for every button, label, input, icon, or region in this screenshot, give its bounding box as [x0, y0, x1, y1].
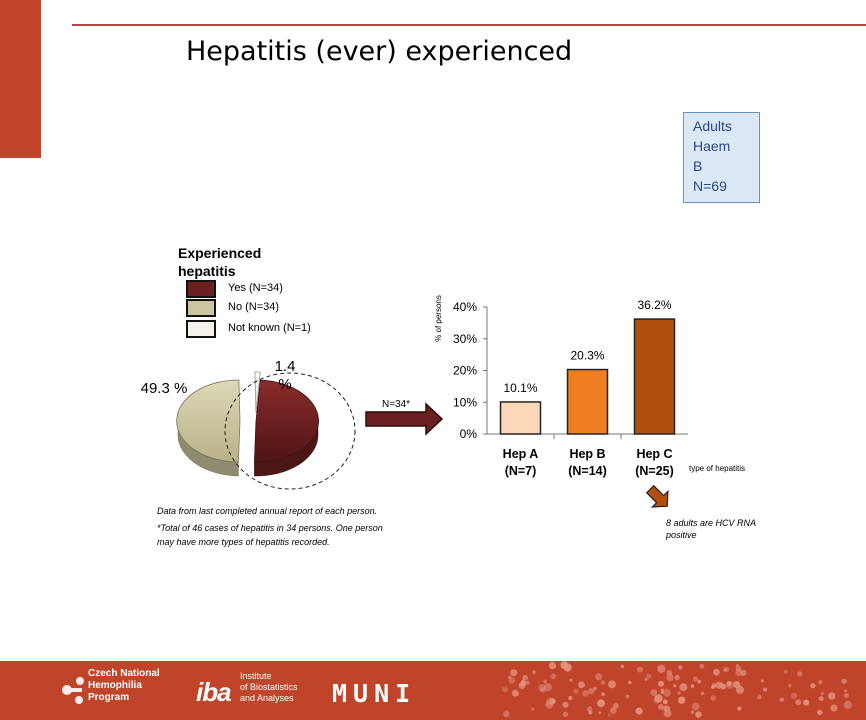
- footer-org-name: Czech National Hemophilia Program: [88, 668, 160, 704]
- muni-logo: MUNI: [332, 679, 417, 708]
- iba-logo: iba: [196, 677, 232, 707]
- top-rule: [72, 24, 866, 26]
- x-tick-label: (N=14): [568, 464, 607, 478]
- footer-org-line: Program: [88, 692, 130, 703]
- note-hcv: 8 adults are HCV RNA positive: [666, 518, 756, 540]
- legend-title: Experienced hepatitis: [178, 245, 262, 279]
- slide-title: Hepatitis (ever) experienced: [186, 36, 573, 67]
- pie-slice-not-known: [254, 371, 261, 414]
- group-line-type: B: [693, 158, 703, 174]
- bar-data-label: 10.1%: [503, 381, 537, 395]
- y-axis-label: % of persons: [434, 295, 443, 342]
- bar-1: [499, 401, 542, 435]
- bar-data-label: 20.3%: [570, 349, 604, 363]
- group-info-box: Adults Haem B N=69: [683, 112, 760, 203]
- pie-slice-yes: [253, 379, 319, 477]
- legend-swatch-not-known: [186, 320, 216, 338]
- footer-iba-name: Institute of Biostatistics and Analyses: [240, 671, 298, 704]
- legend-swatch-no: [186, 299, 216, 317]
- pie-label-no: 49.3 %: [140, 380, 188, 397]
- note-source: Data from last completed annual report o…: [157, 506, 378, 516]
- bar-2: [566, 368, 609, 435]
- y-tick-label: 0%: [460, 427, 478, 441]
- footer-iba-line: and Analyses: [240, 693, 294, 703]
- hemophilia-logo-icon: [62, 677, 84, 704]
- x-tick-label: Hep C: [636, 447, 672, 461]
- x-tick-label: (N=25): [635, 464, 674, 478]
- footer-iba-line: Institute: [240, 671, 272, 681]
- footer-org-line: Czech National: [88, 668, 160, 679]
- group-line-haem: Haem: [693, 138, 731, 154]
- legend-label-not-known: Not known (N=1): [228, 322, 311, 334]
- x-tick-label: Hep B: [569, 447, 605, 461]
- footer-decoration: [62, 661, 853, 718]
- y-tick-label: 30%: [453, 332, 477, 346]
- pie-label-not-known: 1.4 %: [274, 358, 296, 393]
- arrow-label: N=34*: [382, 399, 411, 410]
- x-axis-label: type of hepatitis: [689, 464, 745, 473]
- y-tick-label: 40%: [453, 300, 477, 314]
- y-tick-label: 20%: [453, 364, 477, 378]
- footer-iba-line: of Biostatistics: [240, 682, 298, 692]
- legend-swatch-yes: [186, 280, 216, 298]
- footer: Czech National Hemophilia Program iba In…: [0, 661, 866, 720]
- x-tick-label: Hep A: [503, 447, 539, 461]
- y-tick-label: 10%: [453, 395, 477, 409]
- legend-label-yes: Yes (N=34): [228, 282, 283, 294]
- footer-org-line: Hemophilia: [88, 680, 142, 691]
- group-line-adults: Adults: [693, 118, 732, 134]
- bar-3: [633, 318, 676, 435]
- legend-label-no: No (N=34): [228, 301, 280, 313]
- bar-data-label: 36.2%: [637, 298, 671, 312]
- corner-accent-bar: [0, 0, 41, 158]
- x-tick-label: (N=7): [505, 464, 537, 478]
- group-line-count: N=69: [693, 178, 727, 194]
- note-total: *Total of 46 cases of hepatitis in 34 pe…: [157, 523, 383, 547]
